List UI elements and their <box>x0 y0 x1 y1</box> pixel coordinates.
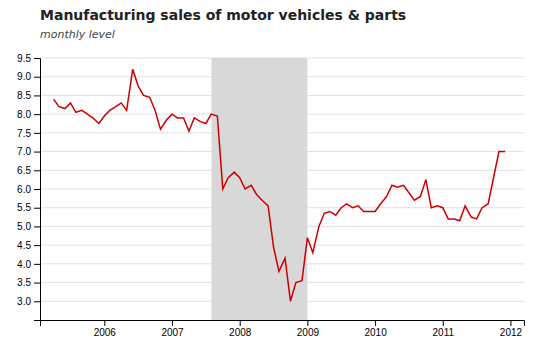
axis-line <box>41 321 525 327</box>
tick-mark <box>34 189 40 190</box>
tick: 6.5 <box>17 165 40 176</box>
tick: 2009 <box>297 320 320 338</box>
tick-mark <box>34 133 40 134</box>
tick-label: 2012 <box>500 327 523 338</box>
plot-area: 2006 2007 2008 2009 2010 2011 2012 3.0 3.5 4.0 4.5… <box>17 53 524 338</box>
tick-label: 7.0 <box>17 146 31 157</box>
tick: 3.5 <box>17 277 40 288</box>
shaded-region <box>211 58 307 320</box>
subtitle: monthly level <box>40 28 115 41</box>
tick-mark <box>375 320 376 326</box>
tick-label: 2009 <box>297 327 320 338</box>
tick-label: 4.0 <box>17 259 31 270</box>
tick-label: 8.5 <box>17 90 31 101</box>
line <box>54 69 506 301</box>
tick: 9.5 <box>17 53 40 64</box>
tick-mark <box>34 283 40 284</box>
chart: Manufacturing sales of motor vehicles & … <box>0 0 542 348</box>
tick-mark <box>34 264 40 265</box>
tick-mark <box>34 77 40 78</box>
tick-label: 8.0 <box>17 109 31 120</box>
tick-mark <box>34 245 40 246</box>
tick: 6.0 <box>17 184 40 195</box>
tick-mark <box>510 320 511 326</box>
tick-label: 7.5 <box>17 128 31 139</box>
tick-mark <box>307 320 308 326</box>
tick: 9.0 <box>17 71 40 82</box>
tick-mark <box>34 208 40 209</box>
tick: 5.0 <box>17 221 40 232</box>
tick-label: 9.0 <box>17 71 31 82</box>
tick-label: 4.5 <box>17 240 31 251</box>
tick-label: 6.5 <box>17 165 31 176</box>
tick: 8.0 <box>17 109 40 120</box>
tick: 2007 <box>161 320 184 338</box>
tick: 8.5 <box>17 90 40 101</box>
tick-mark <box>34 95 40 96</box>
tick-mark <box>443 320 444 326</box>
tick: 2008 <box>229 320 252 338</box>
tick-label: 9.5 <box>17 53 31 64</box>
tick: 3.0 <box>17 296 40 307</box>
tick-label: 6.0 <box>17 184 31 195</box>
x-axis: 2006 2007 2008 2009 2010 2011 2012 <box>41 320 525 338</box>
tick-label: 2006 <box>94 327 117 338</box>
tick-mark <box>240 320 241 326</box>
axis-line <box>34 59 41 321</box>
tick-mark <box>34 114 40 115</box>
tick-mark <box>172 320 173 326</box>
tick: 7.0 <box>17 146 40 157</box>
title: Manufacturing sales of motor vehicles & … <box>40 7 406 23</box>
tick-label: 2011 <box>433 327 455 338</box>
tick: 5.5 <box>17 202 40 213</box>
tick-label: 5.0 <box>17 221 31 232</box>
tick-label: 2008 <box>229 327 252 338</box>
y-axis: 3.0 3.5 4.0 4.5 5.0 5.5 6.0 6.5 7.0 7.5 8.0 8.5 9.0 9… <box>17 53 40 321</box>
tick: 7.5 <box>17 128 40 139</box>
tick-mark <box>104 320 105 326</box>
tick-mark <box>34 226 40 227</box>
tick: 2012 <box>500 320 523 338</box>
tick-mark <box>34 152 40 153</box>
tick-mark <box>34 301 40 302</box>
tick-label: 2007 <box>161 327 184 338</box>
tick: 4.5 <box>17 240 40 251</box>
tick-label: 5.5 <box>17 202 31 213</box>
tick-mark <box>34 170 40 171</box>
tick: 2006 <box>94 320 117 338</box>
tick: 4.0 <box>17 259 40 270</box>
tick-label: 2010 <box>364 327 387 338</box>
tick: 2011 <box>433 320 455 338</box>
tick-label: 3.5 <box>17 277 31 288</box>
tick-mark <box>34 58 40 59</box>
tick-label: 3.0 <box>17 296 31 307</box>
marks <box>54 58 506 320</box>
tick: 2010 <box>364 320 387 338</box>
